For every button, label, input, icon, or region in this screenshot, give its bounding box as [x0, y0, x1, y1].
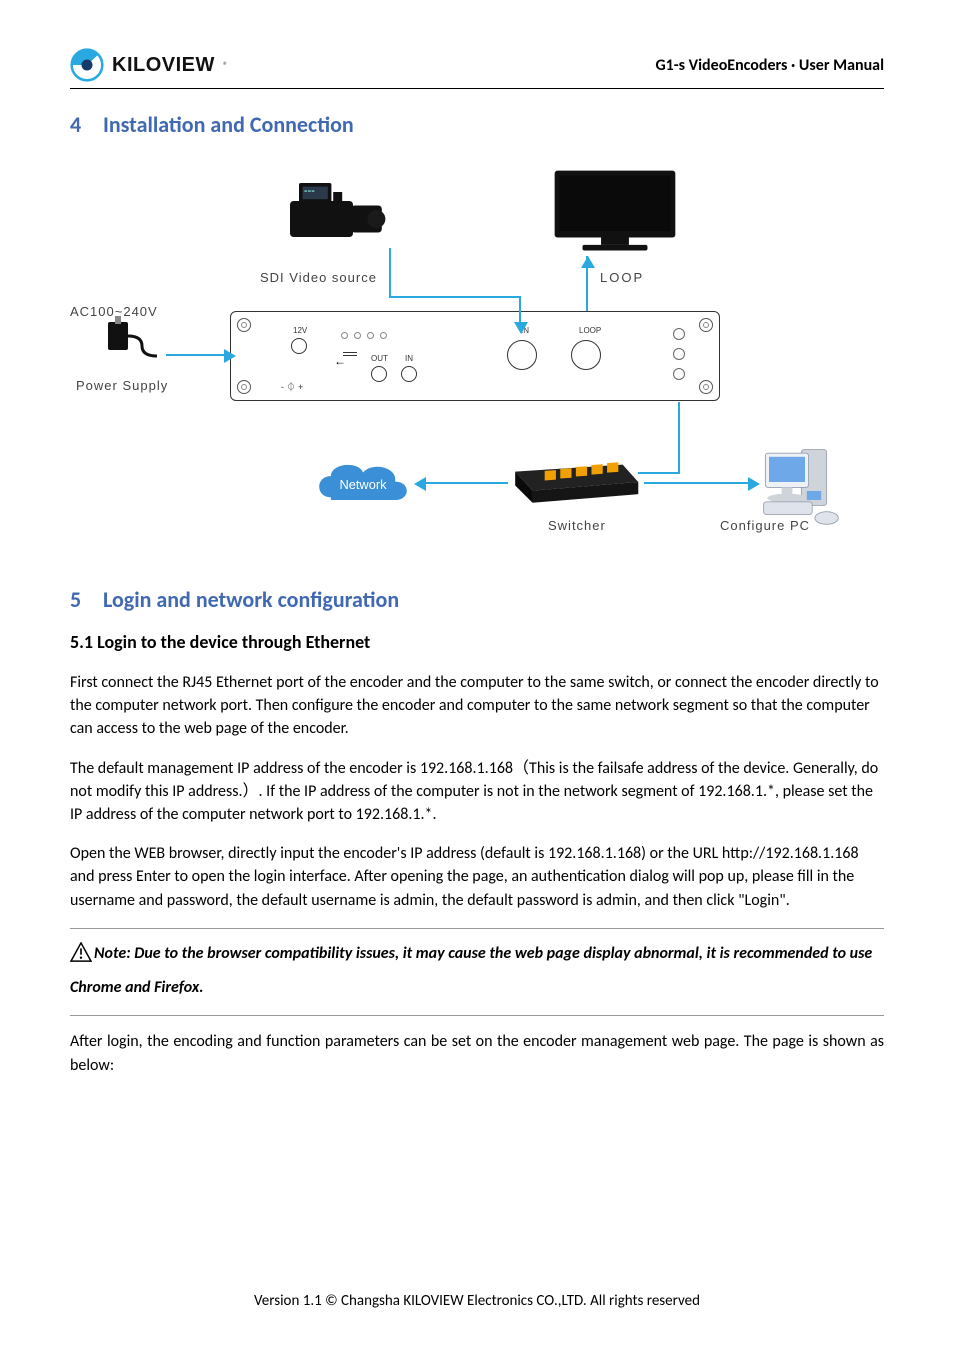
- section-5-1-p4: After login, the encoding and function p…: [70, 1030, 884, 1076]
- enc-loop-port: [571, 340, 601, 370]
- section-5-heading: 5 Login and network configuration: [70, 586, 884, 613]
- section-5-title: Login and network configuration: [103, 586, 399, 613]
- section-4-num: 4: [70, 111, 98, 138]
- brand-text: KILOVIEW: [112, 54, 215, 77]
- enc-in-small-label: IN: [405, 354, 413, 363]
- enc-in-small-port: [401, 366, 417, 382]
- note-text: Note: Due to the browser compatibility i…: [70, 939, 884, 1004]
- label-power-supply: Power Supply: [76, 378, 168, 393]
- section-5-1-heading: 5.1 Login to the device through Ethernet: [70, 631, 884, 653]
- section-4-heading: 4 Installation and Connection: [70, 111, 884, 138]
- header-doc-title: G1-s VideoEncoders · User Manual: [655, 56, 884, 75]
- label-switcher: Switcher: [548, 518, 606, 533]
- section-4-title: Installation and Connection: [103, 111, 354, 138]
- enc-polarity-label: - ⏀ +: [281, 380, 303, 393]
- label-configure-pc: Configure PC: [720, 518, 810, 533]
- arrow-seg: [389, 296, 521, 298]
- power-plug-icon: [102, 316, 162, 358]
- monitor-icon: [550, 166, 680, 256]
- camera-icon: [280, 174, 390, 246]
- logo-icon: [70, 48, 104, 82]
- network-label: Network: [339, 477, 387, 492]
- arrow-seg: [166, 354, 228, 356]
- enc-12v-label: 12V: [293, 326, 307, 335]
- connection-diagram: SDI Video source LOOP AC100~240V Power S…: [70, 156, 884, 556]
- section-5-1-p3: Open the WEB browser, directly input the…: [70, 842, 884, 912]
- enc-out-label: OUT: [371, 354, 388, 363]
- switch-icon: [510, 456, 640, 512]
- enc-led-dots: [341, 332, 387, 339]
- pc-icon: [760, 446, 850, 524]
- page-header: KILOVIEW ® G1-s VideoEncoders · User Man…: [70, 48, 884, 89]
- arrow-head-down-icon: [514, 322, 528, 334]
- enc-12v-port: [291, 338, 307, 354]
- arrow-head-right-icon: [748, 477, 760, 491]
- usb-connector-icon: [343, 352, 357, 356]
- enc-eth-led-2: [673, 348, 685, 360]
- brand-reg: ®: [223, 59, 228, 72]
- usb-icon: ←: [334, 354, 346, 368]
- enc-eth-led-3: [673, 368, 685, 380]
- note-box: Note: Due to the browser compatibility i…: [70, 928, 884, 1017]
- encoder-device: 12V - ⏀ + ← OUT IN IN LOOP: [230, 311, 720, 401]
- arrow-seg: [389, 248, 391, 262]
- enc-eth-led-1: [673, 328, 685, 340]
- arrow-seg: [519, 296, 521, 324]
- section-5-1-p2: The default management IP address of the…: [70, 757, 884, 827]
- arrow-seg: [422, 482, 508, 484]
- network-cloud-icon: Network: [308, 456, 418, 512]
- section-5-num: 5: [70, 586, 98, 613]
- arrow-head-right-icon: [224, 349, 236, 363]
- page-footer: Version 1.1 © Changsha KILOVIEW Electron…: [0, 1292, 954, 1310]
- arrow-head-up-icon: [581, 256, 595, 268]
- enc-out-port: [371, 366, 387, 382]
- enc-in-port: [507, 340, 537, 370]
- warning-icon: [70, 942, 92, 973]
- enc-loop-label: LOOP: [579, 326, 601, 335]
- note-content: Note: Due to the browser compatibility i…: [70, 944, 872, 997]
- label-loop: LOOP: [600, 270, 644, 285]
- label-sdi-source: SDI Video source: [260, 270, 377, 285]
- arrow-seg: [638, 472, 680, 474]
- arrow-seg: [389, 262, 391, 296]
- section-5-1-p1: First connect the RJ45 Ethernet port of …: [70, 671, 884, 741]
- arrow-head-left-icon: [414, 477, 426, 491]
- arrow-seg: [644, 482, 752, 484]
- arrow-seg: [678, 402, 680, 472]
- brand-logo: KILOVIEW ®: [70, 48, 228, 82]
